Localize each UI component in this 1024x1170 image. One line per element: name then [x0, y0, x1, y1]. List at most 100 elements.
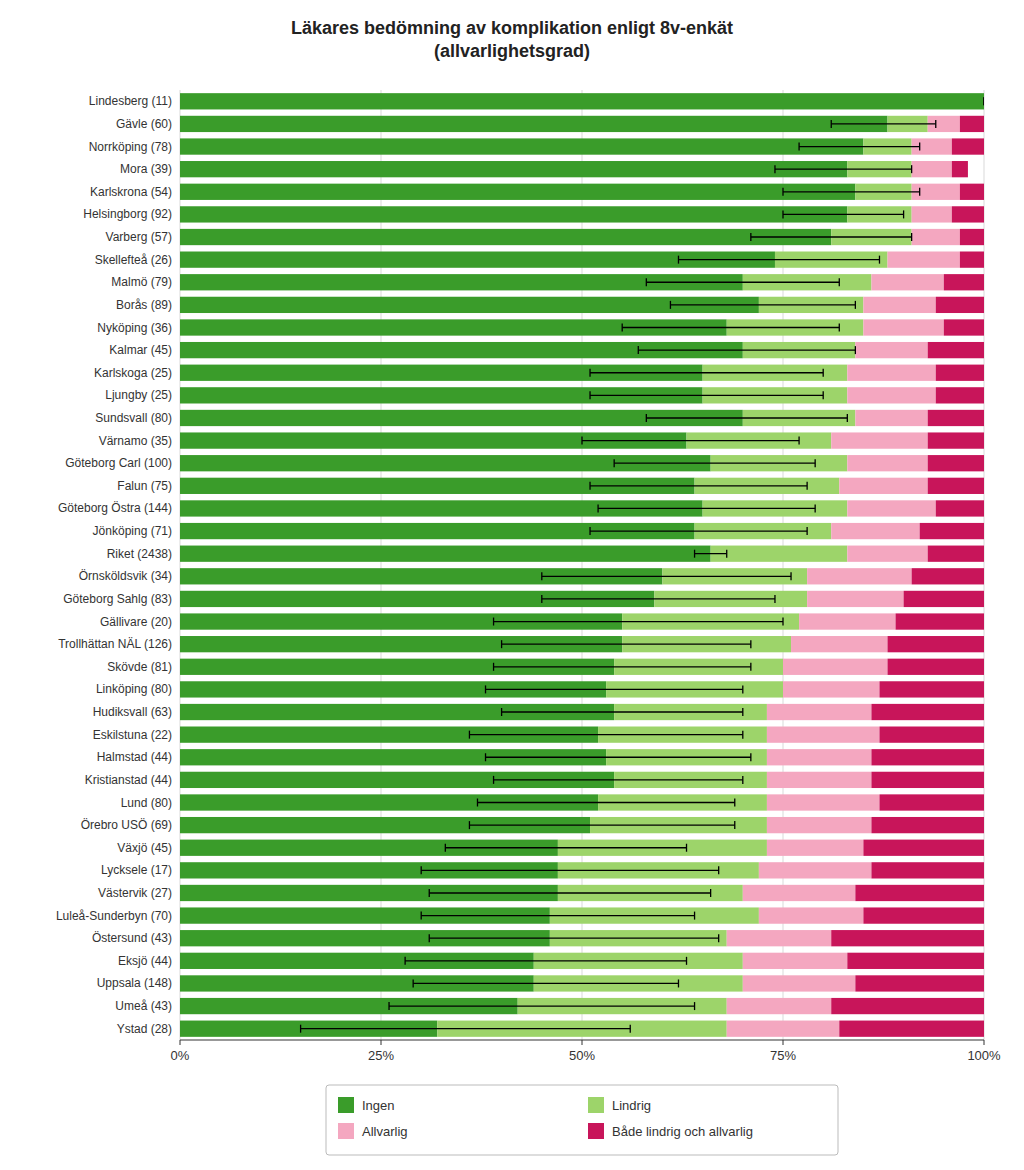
bar-segment — [871, 862, 984, 878]
error-bar-cap — [694, 1002, 695, 1010]
category-label: Borås (89) — [116, 298, 172, 312]
error-bar — [783, 210, 904, 218]
bar-segment — [960, 252, 984, 268]
bar-segment — [952, 206, 984, 222]
error-bar-line — [646, 282, 839, 283]
category-label: Östersund (43) — [92, 931, 172, 945]
legend-item: Både lindrig och allvarlig — [588, 1123, 753, 1139]
bar-segment — [180, 93, 984, 109]
error-bar-cap — [589, 369, 590, 377]
category-label: Ystad (28) — [117, 1022, 172, 1036]
error-bar-line — [389, 1005, 695, 1006]
bar-segment — [807, 568, 912, 584]
error-bar-cap — [815, 459, 816, 467]
bar-segment — [847, 455, 927, 471]
error-bar-cap — [469, 821, 470, 829]
bar-segment — [767, 772, 872, 788]
error-bar — [542, 595, 775, 603]
error-bar-cap — [919, 188, 920, 196]
x-tick-label: 50% — [569, 1048, 595, 1063]
error-bar — [590, 369, 823, 377]
error-bar-line — [831, 123, 936, 124]
category-label: Mora (39) — [120, 162, 172, 176]
error-bar — [494, 618, 783, 626]
category-label: Lycksele (17) — [101, 863, 172, 877]
error-bar — [678, 256, 879, 264]
bar-segment — [759, 907, 864, 923]
legend-item: Lindrig — [588, 1097, 651, 1113]
bar-segment — [928, 455, 984, 471]
bar-segment — [928, 546, 984, 562]
bar-segment — [960, 116, 984, 132]
error-bar-cap — [911, 165, 912, 173]
x-tick-label: 75% — [770, 1048, 796, 1063]
category-label: Gävle (60) — [116, 117, 172, 131]
bar-segment — [920, 523, 984, 539]
error-bar-cap — [646, 278, 647, 286]
error-bar-cap — [782, 188, 783, 196]
error-bar-line — [502, 711, 743, 712]
error-bar-cap — [798, 143, 799, 151]
x-tick — [783, 1040, 784, 1045]
error-bar-cap — [589, 391, 590, 399]
error-bar-cap — [742, 708, 743, 716]
category-label: Gällivare (20) — [100, 615, 172, 629]
error-bar-cap — [493, 776, 494, 784]
category-label: Växjö (45) — [117, 841, 172, 855]
error-bar-cap — [726, 550, 727, 558]
category-label: Trollhättan NÄL (126) — [58, 637, 172, 651]
error-bar-cap — [501, 708, 502, 716]
error-bar — [477, 799, 734, 807]
error-bar-cap — [815, 504, 816, 512]
bar-segment — [944, 319, 984, 335]
error-bar-cap — [694, 912, 695, 920]
bar-segment — [791, 636, 887, 652]
error-bar-line — [542, 598, 775, 599]
bar-segment — [863, 297, 935, 313]
error-bar — [582, 437, 799, 445]
error-bar-cap — [823, 369, 824, 377]
bar-segment — [984, 93, 985, 109]
error-bar-cap — [622, 324, 623, 332]
error-bar — [413, 979, 678, 987]
error-bar-line — [783, 191, 920, 192]
bar-segment — [888, 636, 984, 652]
legend-swatch — [338, 1123, 354, 1139]
category-label: Göteborg Sahlg (83) — [63, 592, 172, 606]
bar-segment — [807, 591, 903, 607]
bar-segment — [727, 1021, 840, 1037]
bar-segment — [896, 613, 984, 629]
error-bar-cap — [879, 256, 880, 264]
bar-segment — [767, 704, 872, 720]
error-bar-cap — [983, 97, 984, 105]
bar-segment — [180, 229, 831, 245]
bar-segment — [180, 138, 863, 154]
error-bar-cap — [734, 799, 735, 807]
bar-segment — [928, 478, 984, 494]
error-bar-line — [598, 508, 815, 509]
error-bar-cap — [589, 482, 590, 490]
bar-segment — [855, 342, 927, 358]
error-bar — [751, 233, 912, 241]
error-bar-cap — [421, 912, 422, 920]
bar-segment — [944, 274, 984, 290]
error-bar-cap — [718, 866, 719, 874]
error-bar — [469, 731, 742, 739]
category-label: Halmstad (44) — [97, 750, 172, 764]
category-label: Lindesberg (11) — [89, 94, 172, 108]
error-bar-line — [590, 530, 807, 531]
error-bar-cap — [790, 572, 791, 580]
category-label: Kalmar (45) — [109, 343, 172, 357]
error-bar-cap — [678, 979, 679, 987]
error-bar-cap — [597, 504, 598, 512]
error-bar-cap — [429, 889, 430, 897]
error-bar — [494, 776, 743, 784]
error-bar — [421, 912, 694, 920]
error-bar-cap — [782, 210, 783, 218]
error-bar — [646, 414, 847, 422]
error-bar-line — [622, 327, 839, 328]
error-bar-cap — [750, 233, 751, 241]
category-label: Nyköping (36) — [97, 321, 172, 335]
bar-segment — [727, 930, 832, 946]
error-bar-line — [413, 983, 678, 984]
